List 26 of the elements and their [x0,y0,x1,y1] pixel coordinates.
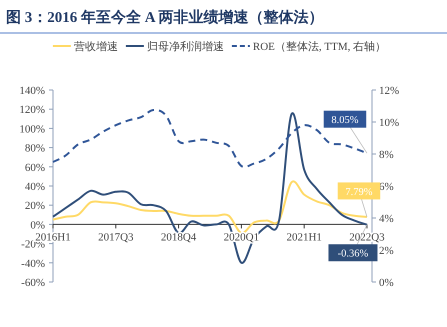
y2-tick-label: 10% [379,117,400,129]
y2-tick-label: 2% [379,245,394,257]
y-tick-label: 100% [19,123,45,136]
x-tick-label: 2021H1 [286,231,322,244]
data-label: 8.05% [331,115,359,126]
data-label: 7.79% [345,186,373,198]
data-label: -0.36% [338,248,369,260]
x-tick-label: 2018Q4 [160,231,197,244]
y-tick-label: 40% [24,181,45,193]
chart-title: 图 3：2016 年至今全 A 两非业绩增速（整体法） [6,9,324,26]
y-tick-label: 80% [24,142,45,155]
y-tick-label: 120% [19,104,45,116]
y-tick-label: 140% [19,85,45,97]
legend-label: 营收增速 [74,40,118,53]
y2-tick-label: 0% [379,277,394,289]
x-tick-label: 2017Q3 [98,231,134,244]
y2-tick-label: 12% [379,85,400,97]
y2-tick-label: 4% [379,213,394,225]
y-tick-label: 0% [30,219,45,232]
legend-label: 归母净利润增速 [146,40,224,53]
legend-label: ROE（整体法, TTM, 右轴） [252,40,386,53]
y-tick-label: 20% [24,200,45,212]
y-tick-label: -60% [21,277,45,289]
y-tick-label: -40% [21,258,45,270]
y-tick-label: 60% [24,162,45,174]
y2-tick-label: 8% [379,149,394,161]
